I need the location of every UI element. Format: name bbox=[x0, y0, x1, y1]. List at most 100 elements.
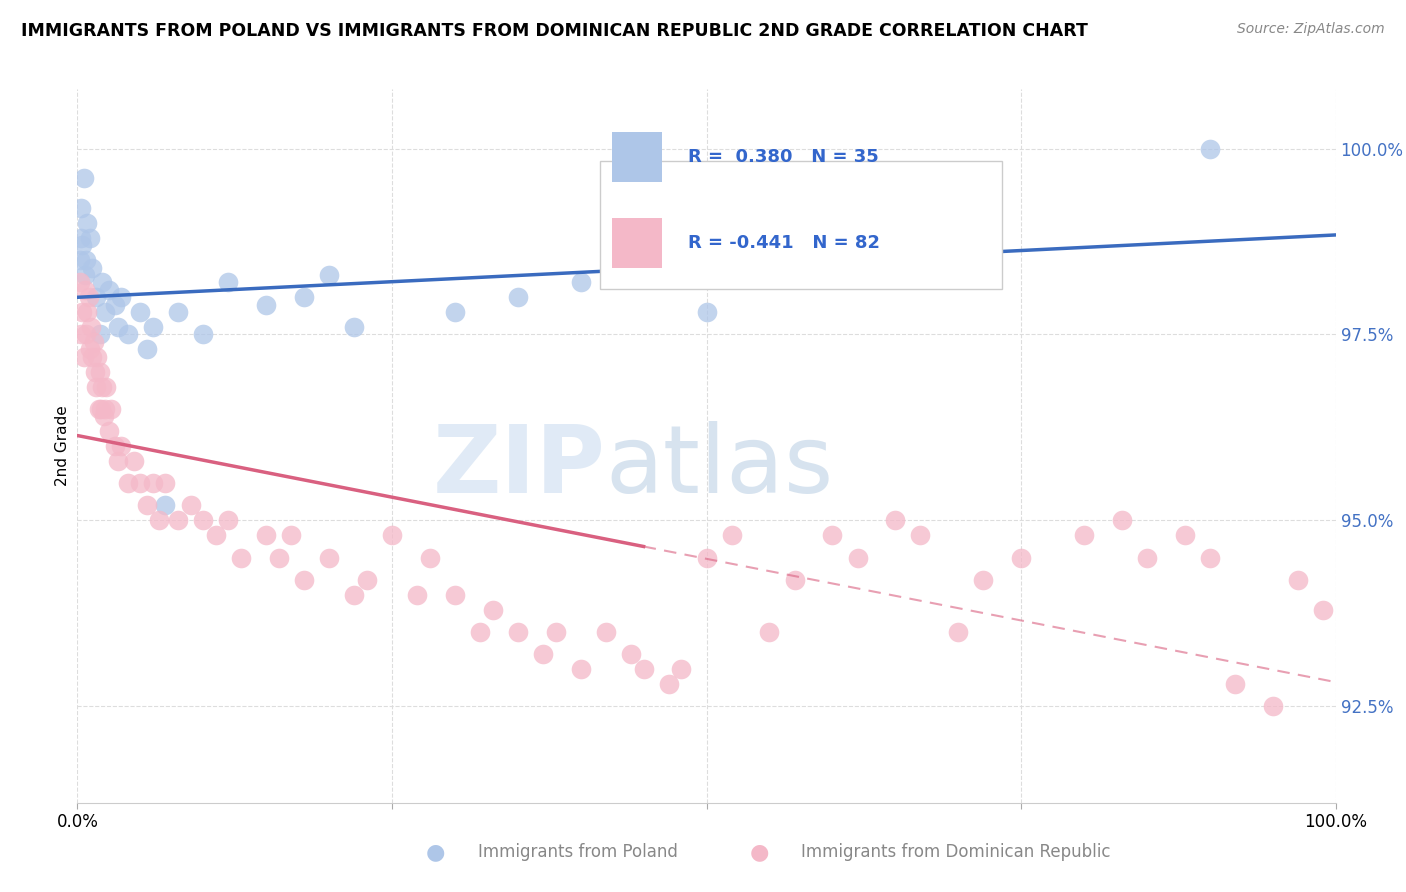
Point bbox=[544, 624, 567, 639]
Point bbox=[318, 268, 340, 282]
Point bbox=[191, 513, 215, 527]
Point bbox=[671, 662, 693, 676]
FancyBboxPatch shape bbox=[599, 161, 1002, 289]
Point bbox=[72, 171, 94, 186]
Point bbox=[595, 624, 617, 639]
Point bbox=[444, 588, 467, 602]
Point bbox=[117, 327, 139, 342]
Text: Immigrants from Poland: Immigrants from Poland bbox=[478, 843, 678, 861]
Point bbox=[129, 305, 152, 319]
Point bbox=[70, 327, 93, 342]
Point bbox=[658, 677, 681, 691]
Point bbox=[135, 499, 157, 513]
Point bbox=[79, 231, 101, 245]
Point bbox=[204, 528, 226, 542]
Bar bbox=[612, 132, 662, 182]
Point bbox=[267, 550, 290, 565]
Point bbox=[1111, 513, 1133, 527]
Point bbox=[72, 350, 94, 364]
Y-axis label: 2nd Grade: 2nd Grade bbox=[55, 406, 70, 486]
Point bbox=[77, 290, 100, 304]
Point bbox=[167, 513, 190, 527]
Point bbox=[83, 334, 105, 349]
Bar bbox=[612, 218, 662, 268]
Point bbox=[1073, 528, 1095, 542]
Point bbox=[972, 573, 994, 587]
Point bbox=[73, 283, 96, 297]
Point bbox=[69, 253, 91, 268]
Point bbox=[97, 424, 120, 438]
Point bbox=[506, 290, 529, 304]
Point bbox=[356, 573, 378, 587]
Point bbox=[217, 513, 239, 527]
Point bbox=[91, 379, 114, 393]
Point bbox=[191, 327, 215, 342]
Point bbox=[110, 439, 132, 453]
Point bbox=[1312, 602, 1334, 616]
Point bbox=[1198, 550, 1220, 565]
Point bbox=[343, 320, 366, 334]
Point bbox=[94, 305, 117, 319]
Point bbox=[76, 305, 98, 319]
Text: atlas: atlas bbox=[606, 421, 834, 514]
Point bbox=[910, 528, 932, 542]
Point bbox=[318, 550, 340, 565]
Point bbox=[122, 454, 145, 468]
Point bbox=[292, 290, 315, 304]
Point bbox=[569, 276, 592, 290]
Point bbox=[107, 454, 129, 468]
Point bbox=[86, 350, 108, 364]
Point bbox=[155, 499, 177, 513]
Point bbox=[90, 401, 112, 416]
Point bbox=[87, 401, 110, 416]
Point bbox=[70, 231, 93, 245]
Point bbox=[481, 602, 503, 616]
Point bbox=[758, 624, 780, 639]
Text: IMMIGRANTS FROM POLAND VS IMMIGRANTS FROM DOMINICAN REPUBLIC 2ND GRADE CORRELATI: IMMIGRANTS FROM POLAND VS IMMIGRANTS FRO… bbox=[21, 22, 1088, 40]
Text: Immigrants from Dominican Republic: Immigrants from Dominican Republic bbox=[801, 843, 1111, 861]
Point bbox=[70, 201, 93, 215]
Text: R = -0.441   N = 82: R = -0.441 N = 82 bbox=[688, 234, 880, 252]
Point bbox=[80, 320, 103, 334]
Point bbox=[104, 439, 127, 453]
Point bbox=[783, 573, 806, 587]
Point bbox=[1174, 528, 1197, 542]
Point bbox=[406, 588, 429, 602]
Point bbox=[75, 253, 97, 268]
Point bbox=[84, 379, 107, 393]
Point bbox=[633, 662, 655, 676]
Point bbox=[419, 550, 441, 565]
Point bbox=[79, 343, 101, 357]
Point bbox=[620, 647, 643, 661]
Point bbox=[75, 327, 97, 342]
Point bbox=[84, 290, 107, 304]
Point bbox=[97, 283, 120, 297]
Point bbox=[569, 662, 592, 676]
Point bbox=[72, 238, 94, 252]
Point bbox=[884, 513, 907, 527]
Point bbox=[155, 476, 177, 491]
Point bbox=[142, 320, 165, 334]
Text: ●: ● bbox=[426, 842, 446, 862]
Point bbox=[531, 647, 554, 661]
Point bbox=[117, 476, 139, 491]
Point bbox=[696, 305, 718, 319]
Point bbox=[229, 550, 252, 565]
Point bbox=[142, 476, 165, 491]
Point bbox=[292, 573, 315, 587]
Point bbox=[254, 298, 277, 312]
Point bbox=[73, 268, 96, 282]
Point bbox=[720, 528, 742, 542]
Point bbox=[1261, 699, 1284, 714]
Text: Source: ZipAtlas.com: Source: ZipAtlas.com bbox=[1237, 22, 1385, 37]
Point bbox=[110, 290, 132, 304]
Text: ●: ● bbox=[749, 842, 769, 862]
Point bbox=[1198, 142, 1220, 156]
Point bbox=[444, 305, 467, 319]
Text: R =  0.380   N = 35: R = 0.380 N = 35 bbox=[688, 148, 879, 166]
Point bbox=[280, 528, 302, 542]
Text: ZIP: ZIP bbox=[433, 421, 606, 514]
Point bbox=[96, 379, 118, 393]
Point bbox=[167, 305, 190, 319]
Point bbox=[72, 305, 94, 319]
